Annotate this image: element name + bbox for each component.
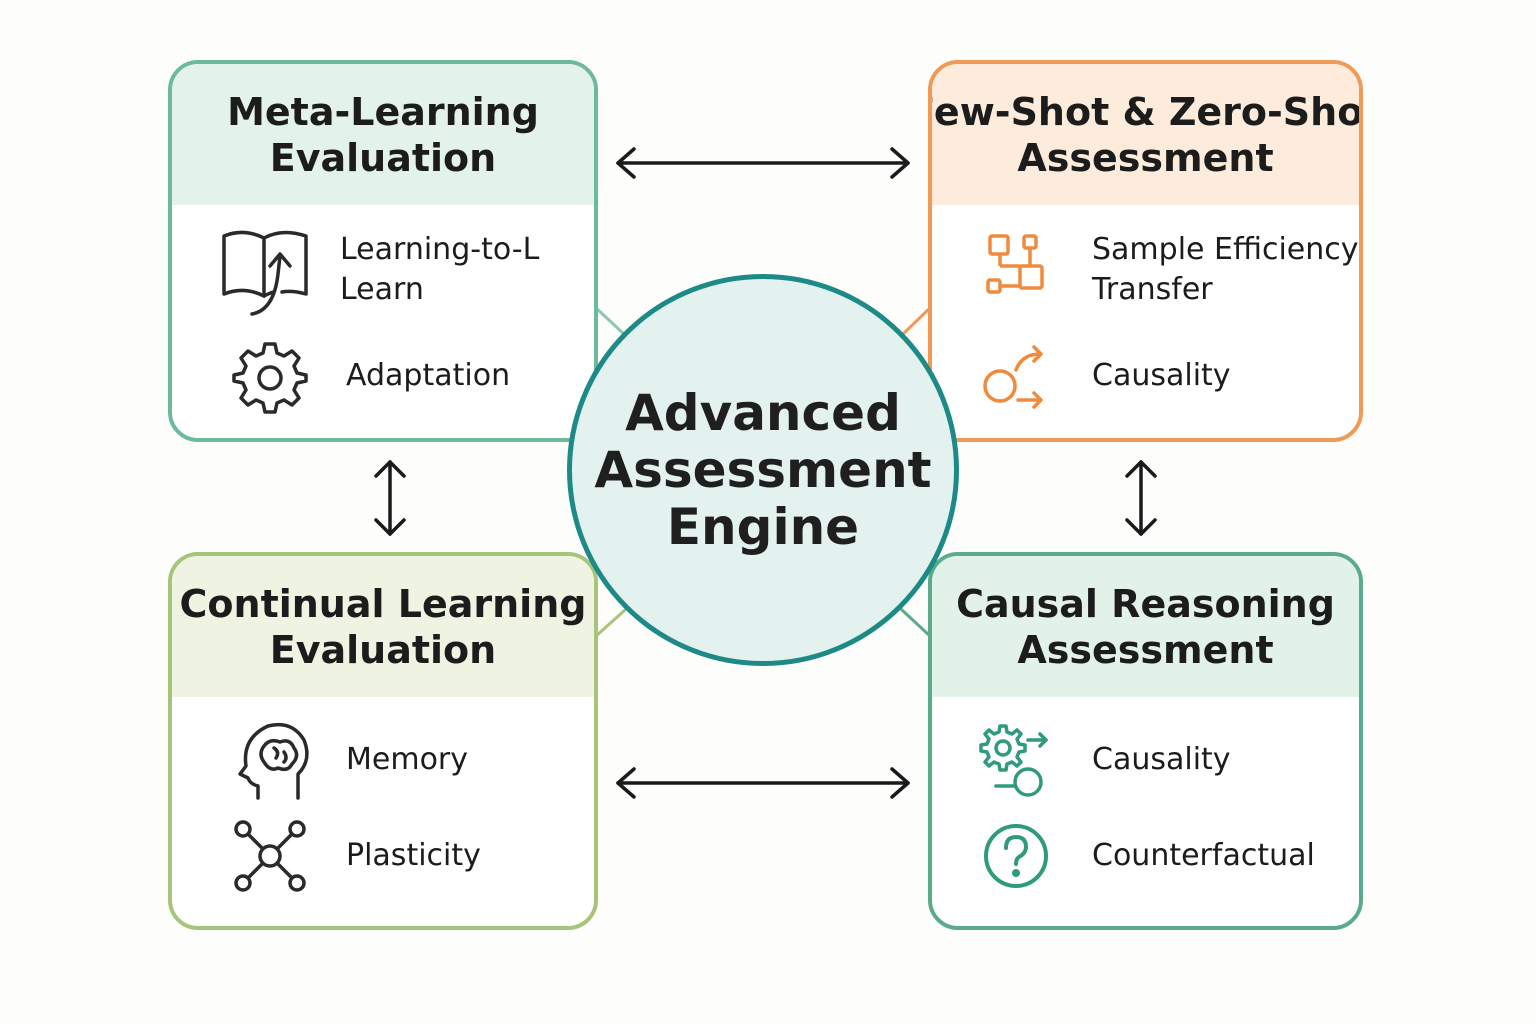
- item-label: Causality: [1064, 356, 1231, 396]
- card-title-line: Evaluation: [269, 627, 497, 672]
- card-title-line: Few-Shot & Zero-Shot: [928, 89, 1363, 134]
- spoke-continual: [594, 608, 627, 638]
- spoke-meta: [594, 306, 627, 337]
- item-plasticity: Plasticity: [222, 816, 481, 896]
- card-header-meta-learning: Meta-Learning Evaluation: [172, 64, 594, 205]
- spoke-causal: [900, 608, 932, 638]
- item-sample-efficiency: Sample Efficiency Transfer: [968, 230, 1359, 310]
- item-label-line: Adaptation: [346, 358, 511, 393]
- card-few-shot: Few-Shot & Zero-Shot Assessment Sample E…: [928, 60, 1363, 442]
- item-learning-to-learn: Learning-to-L Learn: [216, 230, 539, 316]
- item-label: Plasticity: [318, 836, 481, 876]
- gear-circle-arrow-icon: [968, 720, 1064, 800]
- item-label-line: Plasticity: [346, 838, 481, 873]
- hub-title-line: Assessment: [594, 440, 932, 499]
- flow-blocks-icon: [968, 230, 1064, 310]
- hub-advanced-assessment-engine: Advanced Assessment Engine: [567, 274, 959, 666]
- item-label-line: Counterfactual: [1092, 838, 1315, 873]
- circle-arrows-icon: [968, 336, 1064, 416]
- gear-icon: [222, 336, 318, 416]
- item-label: Counterfactual: [1064, 836, 1315, 876]
- card-title-line: Evaluation: [269, 135, 497, 180]
- item-label: Adaptation: [318, 356, 510, 396]
- item-label-line: Learning-to-L: [340, 232, 540, 267]
- book-arrow-icon: [216, 230, 312, 316]
- question-circle-icon: [968, 816, 1064, 896]
- item-label-line: Learn: [340, 272, 424, 307]
- hub-title-line: Engine: [666, 497, 860, 556]
- card-continual-learning: Continual Learning Evaluation Memory: [168, 552, 598, 930]
- card-header-continual: Continual Learning Evaluation: [172, 556, 594, 697]
- card-title-line: Assessment: [1017, 135, 1274, 180]
- item-label-line: Causality: [1092, 358, 1231, 393]
- card-meta-learning: Meta-Learning Evaluation Learning-to-L L…: [168, 60, 598, 442]
- card-title-line: Assessment: [1017, 627, 1274, 672]
- item-causality-few: Causality: [968, 336, 1231, 416]
- item-adaptation: Adaptation: [222, 336, 510, 416]
- arrow-meta-few: [616, 147, 910, 179]
- card-title-line: Meta-Learning: [227, 89, 539, 134]
- item-label-line: Sample Efficiency: [1092, 232, 1359, 267]
- spoke-few: [900, 306, 932, 337]
- item-causality-causal: Causality: [968, 720, 1231, 800]
- item-label: Memory: [318, 740, 468, 780]
- arrow-continual-causal: [616, 767, 910, 799]
- card-causal-reasoning: Causal Reasoning Assessment Causality: [928, 552, 1363, 930]
- card-title-line: Continual Learning: [179, 581, 587, 626]
- hub-title-line: Advanced: [625, 383, 901, 442]
- network-nodes-icon: [222, 816, 318, 896]
- item-label: Sample Efficiency Transfer: [1064, 230, 1359, 310]
- arrow-few-causal: [1125, 460, 1157, 536]
- item-label-line: Transfer: [1092, 272, 1213, 307]
- card-header-causal: Causal Reasoning Assessment: [932, 556, 1359, 697]
- item-memory: Memory: [222, 720, 468, 800]
- item-counterfactual: Counterfactual: [968, 816, 1315, 896]
- item-label: Causality: [1064, 740, 1231, 780]
- item-label-line: Causality: [1092, 742, 1231, 777]
- brain-head-icon: [222, 720, 318, 800]
- arrow-meta-continual: [374, 460, 406, 536]
- card-title-line: Causal Reasoning: [956, 581, 1335, 626]
- card-header-few-shot: Few-Shot & Zero-Shot Assessment: [932, 64, 1359, 205]
- item-label-line: Memory: [346, 742, 469, 777]
- item-label: Learning-to-L Learn: [312, 230, 539, 310]
